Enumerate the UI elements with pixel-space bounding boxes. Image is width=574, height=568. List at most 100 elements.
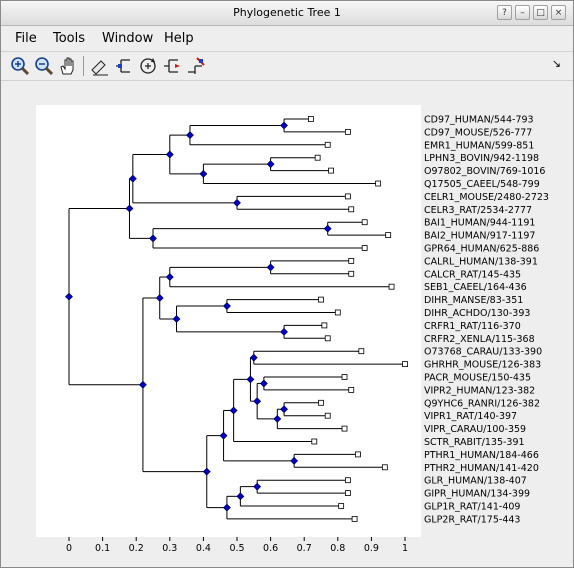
internal-node <box>323 224 332 233</box>
internal-node <box>233 198 241 207</box>
leaf-marker <box>351 516 358 522</box>
x-tick-label: 0.2 <box>129 543 144 554</box>
leaf-marker <box>361 219 368 226</box>
dock-arrow-icon[interactable]: ↘ <box>551 57 561 70</box>
leaf-marker <box>348 386 355 393</box>
internal-node <box>165 150 174 159</box>
leaf-marker <box>361 245 368 251</box>
leaf-label: CRFR1_RAT/116-370 <box>424 321 521 332</box>
leaf-label: LPHN3_BOVIN/942-1198 <box>424 153 539 164</box>
x-tick-label: 0.3 <box>162 543 177 554</box>
leaf-marker <box>324 141 331 148</box>
leaf-marker <box>321 322 328 329</box>
leaf-label: Q17505_CAEEL/548-799 <box>424 179 540 190</box>
menu-file[interactable]: File <box>15 31 37 46</box>
leaf-marker <box>385 232 392 239</box>
leaf-marker <box>338 503 345 509</box>
internal-node <box>266 160 275 169</box>
toolbar <box>1 51 573 81</box>
leaf-label: CRFR2_XENLA/115-368 <box>424 334 535 345</box>
x-tick-label: 0.5 <box>229 543 244 554</box>
prune-icon[interactable] <box>185 55 207 77</box>
leaf-label: GHRHR_MOUSE/126-383 <box>424 360 541 371</box>
leaf-label: VIPR2_HUMAN/123-382 <box>424 385 535 396</box>
swap-branch-icon[interactable] <box>161 55 183 77</box>
leaf-label: GPR64_HUMAN/625-886 <box>424 244 539 255</box>
internal-node <box>186 131 194 140</box>
leaf-marker <box>344 490 351 497</box>
zoom-in-icon[interactable] <box>9 55 31 77</box>
internal-node <box>202 467 211 476</box>
leaf-marker <box>314 154 321 161</box>
internal-node <box>199 169 208 178</box>
internal-node <box>290 456 299 465</box>
close-icon[interactable]: × <box>551 5 566 20</box>
leaf-marker <box>375 180 382 187</box>
maximize-icon[interactable]: □ <box>533 5 548 20</box>
menu-window[interactable]: Window <box>102 31 154 46</box>
leaf-label: VIPR1_RAT/140-397 <box>424 411 517 422</box>
leaf-markers <box>308 116 408 522</box>
internal-node <box>273 415 282 423</box>
leaf-marker <box>334 309 341 316</box>
leaf-marker <box>381 464 388 471</box>
rotate-branch-icon[interactable] <box>137 55 159 77</box>
pan-hand-icon[interactable] <box>57 55 79 77</box>
internal-node <box>65 292 73 301</box>
x-tick-label: 0.1 <box>95 543 110 554</box>
leaf-marker <box>402 361 408 368</box>
leaf-label: SEB1_CAEEL/164-436 <box>424 282 527 293</box>
x-tick-label: 1 <box>402 543 408 554</box>
leaf-label: SCTR_RABIT/135-391 <box>424 437 525 448</box>
leaf-marker <box>318 296 324 303</box>
x-tick-label: 0.8 <box>330 543 345 554</box>
leaf-marker <box>344 477 351 484</box>
leaf-marker <box>341 425 348 432</box>
menu-help[interactable]: Help <box>164 31 194 46</box>
leaf-marker <box>308 116 314 122</box>
internal-node <box>155 294 164 302</box>
internal-node <box>266 263 275 272</box>
branches <box>68 118 405 520</box>
leaf-marker <box>344 128 351 135</box>
leaf-label: GIPR_HUMAN/134-399 <box>424 489 530 500</box>
internal-node <box>229 406 238 415</box>
leaf-label: Q9YHC6_RANRI/126-382 <box>424 398 540 409</box>
leaf-label: BAI1_HUMAN/944-1191 <box>424 218 535 229</box>
internal-node <box>149 234 157 243</box>
leaf-marker <box>358 348 365 355</box>
label-leaves-icon[interactable] <box>89 55 111 77</box>
x-axis: 0 0.1 0.2 0.3 0.4 0.5 0.6 0.7 0.8 0.9 1 <box>66 537 408 554</box>
leaf-label: CALRL_HUMAN/138-391 <box>424 256 538 267</box>
internal-node <box>280 327 288 336</box>
internal-node <box>125 204 134 213</box>
internal-node <box>138 380 147 389</box>
leaf-label: VIPR_CARAU/100-359 <box>424 424 526 435</box>
leaf-marker <box>311 438 318 445</box>
menu-tools[interactable]: Tools <box>53 31 86 46</box>
leaf-marker <box>324 412 331 419</box>
help-icon[interactable]: ? <box>497 5 512 20</box>
leaf-label: O97802_BOVIN/769-1016 <box>424 166 545 177</box>
internal-node <box>236 492 245 501</box>
internal-node <box>165 273 174 281</box>
x-tick-label: 0.6 <box>263 543 278 554</box>
collapse-branch-icon[interactable] <box>113 55 135 77</box>
minimize-icon[interactable]: – <box>515 5 530 20</box>
x-tick-label: 0.9 <box>364 543 379 554</box>
title-bar: Phylogenetic Tree 1 ? – □ × <box>1 1 573 26</box>
leaf-marker <box>328 167 334 174</box>
menu-bar: File Tools Window Help ↘ <box>1 26 573 70</box>
leaf-label: EMR1_HUMAN/599-851 <box>424 140 534 151</box>
leaf-marker <box>348 257 355 264</box>
x-tick-label: 0 <box>66 543 72 554</box>
internal-node <box>280 121 288 130</box>
leaf-label: O73768_CARAU/133-390 <box>424 347 542 358</box>
internal-node <box>246 375 255 384</box>
leaf-label: CALCR_RAT/145-435 <box>424 269 521 280</box>
zoom-out-icon[interactable] <box>33 55 55 77</box>
leaf-label: CELR3_RAT/2534-2777 <box>424 205 532 216</box>
